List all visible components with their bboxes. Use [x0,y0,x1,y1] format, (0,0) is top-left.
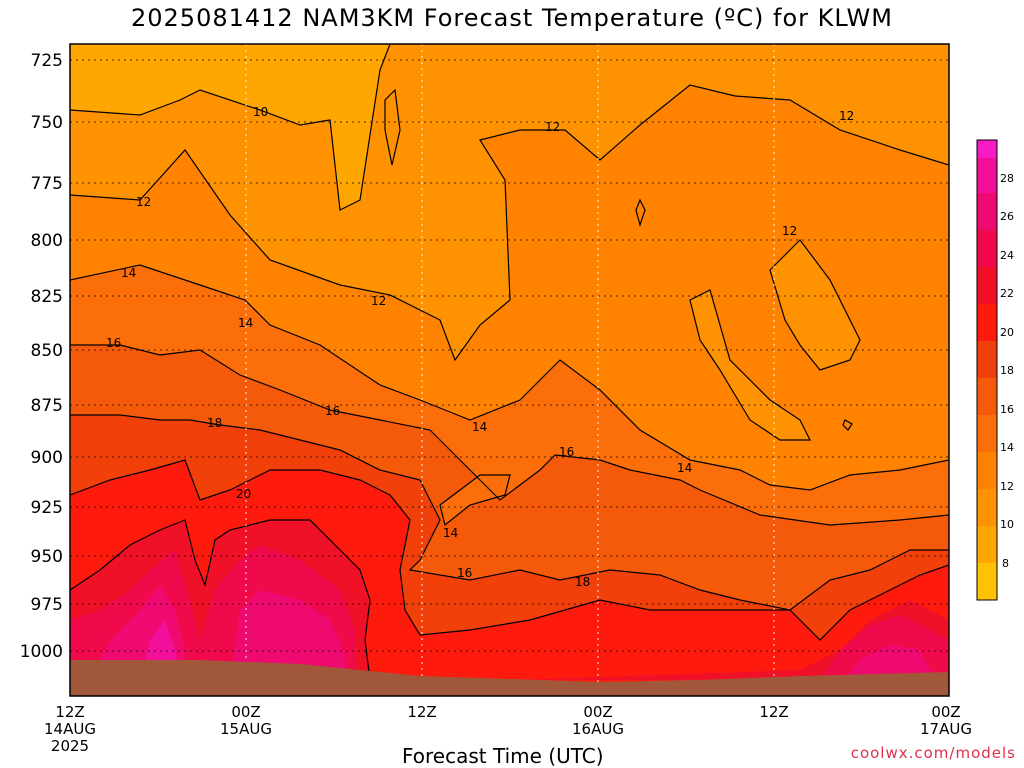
y-tick-label: 875 [31,396,63,416]
colorbar-label: 20 [1000,326,1014,339]
band-26-28-b [230,590,345,680]
contour-label: 18 [575,575,590,589]
contour-label: 14 [121,266,136,280]
y-axis: 725 750 775 800 825 850 875 900 925 950 … [20,51,63,662]
contour-label: 16 [325,404,340,418]
vertical-gridlines [245,44,775,696]
y-tick-label: 950 [31,547,63,567]
band-10-12-b [70,44,510,360]
y-tick-label: 975 [31,595,63,615]
x-tick-label: 00Z [931,703,960,721]
colorbar-swatch [977,158,997,193]
x-tick-label: 12Z [759,703,788,721]
contour-lines [70,44,949,681]
colorbar-frame [976,139,998,601]
contour-label: 16 [559,445,574,459]
band-26-28-c [845,645,935,680]
contour-label: 16 [457,566,472,580]
colorbar-label: 18 [1000,364,1014,377]
x-tick-label: 00Z [583,703,612,721]
colorbar-label: 26 [1000,210,1014,223]
contour-label: 12 [371,294,386,308]
band-10-12 [70,44,949,165]
colorbar-label: 24 [1000,249,1014,262]
x-tick-year: 2025 [51,737,89,755]
y-tick-label: 850 [31,341,63,361]
contour-label: 10 [253,105,268,119]
colorbar-swatch [977,563,997,600]
colorbar-swatch [977,140,997,158]
x-tick-date: 14AUG [44,720,96,738]
colorbar-label: 14 [1000,441,1014,454]
y-tick-label: 800 [31,231,63,251]
y-tick-label: 725 [31,51,63,71]
x-axis: 12Z 14AUG 2025 00Z 15AUG 12Z 00Z 16AUG 1… [44,703,972,755]
contour-label: 14 [238,316,253,330]
colorbar-swatch [977,452,997,489]
x-tick-label: 12Z [407,703,436,721]
y-tick-label: 900 [31,448,63,468]
contour-label: 20 [236,487,251,501]
colorbar-label: 16 [1000,403,1014,416]
contour-label: 12 [136,195,151,209]
y-tick-label: 1000 [20,642,63,662]
band-8-10 [70,44,390,210]
chart-title: 2025081412 NAM3KM Forecast Temperature (… [131,4,893,32]
cell-10-12-right2 [690,290,810,440]
colorbar-label: 10 [1000,518,1014,531]
contour-label: 14 [472,420,487,434]
colorbar-swatch [977,526,997,563]
credit-link[interactable]: coolwx.com/models [850,744,1016,762]
x-tick-date: 17AUG [920,720,972,738]
gridlines [70,59,949,652]
colorbar-swatch [977,489,997,526]
y-tick-label: 925 [31,498,63,518]
y-tick-label: 750 [31,113,63,133]
colorbar-label: 8 [1002,557,1009,570]
plot-frame [69,43,950,697]
x-tick-label: 00Z [231,703,260,721]
colorbar-swatch [977,193,997,230]
cell-14-16-mid [440,475,510,525]
contour-label: 12 [782,224,797,238]
x-tick-label: 12Z [55,703,84,721]
colorbar-labels: 8 10 12 14 16 18 20 22 24 26 28 [1000,172,1014,570]
colorbar-label: 28 [1000,172,1014,185]
colorbar-label: 12 [1000,480,1014,493]
contour-label: 18 [207,416,222,430]
y-tick-label: 825 [31,287,63,307]
contour-label: 14 [443,526,458,540]
colorbar-swatch [977,304,997,341]
y-tick-label: 775 [31,174,63,194]
contour-label: 12 [839,109,854,123]
contour-label: 12 [545,120,560,134]
colorbar-swatch [977,267,997,304]
contour-labels: 10 12 12 12 12 12 14 14 14 14 14 16 16 1… [106,105,854,589]
contour-label: 14 [677,461,692,475]
colorbar-swatch [977,415,997,452]
contour-label: 16 [106,336,121,350]
x-tick-date: 16AUG [572,720,624,738]
cell-10-12-right [770,240,860,370]
colorbar-swatch [977,230,997,267]
colorbar [976,139,998,601]
colorbar-swatch [977,378,997,415]
ground [70,660,949,696]
x-axis-title: Forecast Time (UTC) [402,744,604,768]
colorbar-label: 22 [1000,287,1014,300]
colorbar-swatch [977,341,997,378]
x-tick-date: 15AUG [220,720,272,738]
temperature-field [70,44,949,696]
